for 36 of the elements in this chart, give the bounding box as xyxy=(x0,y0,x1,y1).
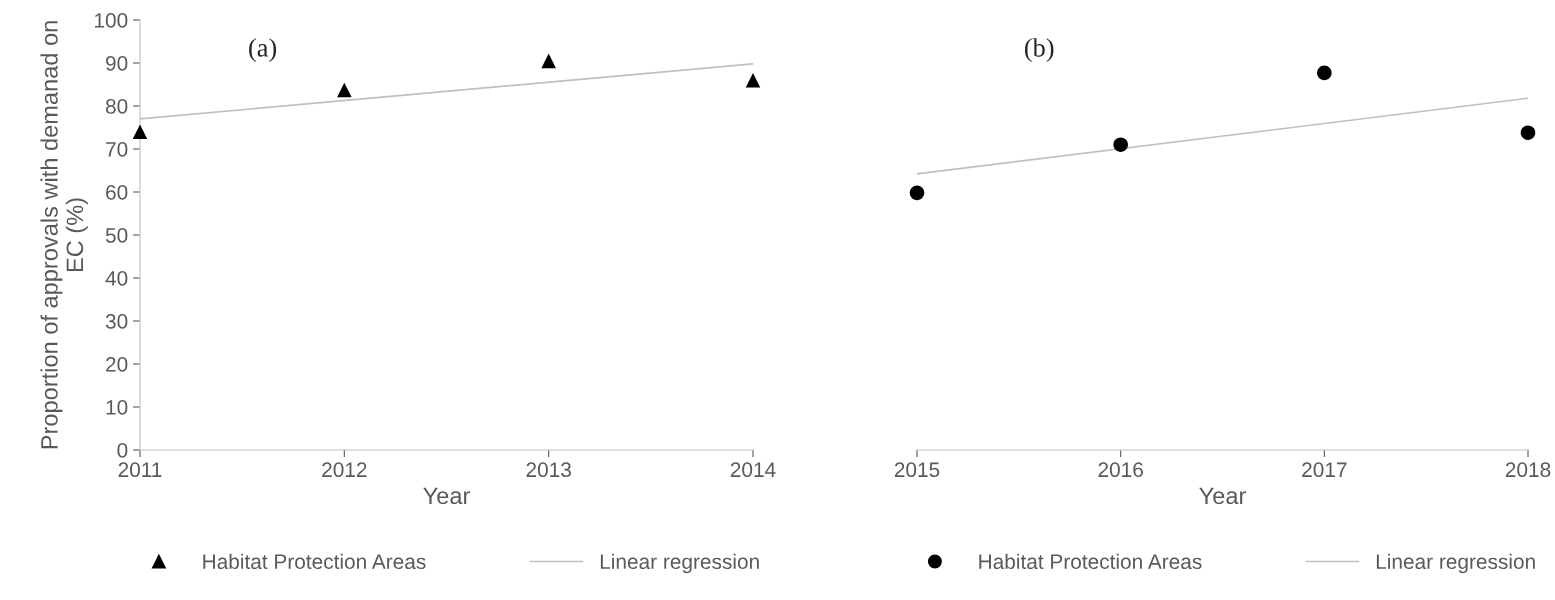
x-tick-label: 2012 xyxy=(322,462,367,478)
annotation: (b) xyxy=(1024,38,1054,63)
x-axis-title: Year xyxy=(423,487,470,505)
point xyxy=(745,72,761,88)
y-tick-label: 30 xyxy=(105,314,128,329)
x-tick-label: 2018 xyxy=(1505,462,1551,478)
point xyxy=(541,53,556,69)
legend-label: Linear regression xyxy=(1376,553,1535,574)
legend-label: Linear regression xyxy=(600,553,759,574)
legend-label: Habitat Protection Areas xyxy=(979,553,1202,570)
point xyxy=(1113,137,1128,152)
y-tick-label: 100 xyxy=(95,13,128,28)
x-tick-label: 2011 xyxy=(118,462,162,478)
legend-label: Habitat Protection Areas xyxy=(203,553,426,570)
point xyxy=(909,185,925,201)
y-tick-label: 60 xyxy=(106,185,128,200)
point xyxy=(1317,65,1332,81)
y-tick-label: 0 xyxy=(117,443,128,458)
y-tick-label: 80 xyxy=(105,99,128,114)
y-tick-label: 50 xyxy=(105,228,128,243)
x-tick-label: 2014 xyxy=(730,462,776,478)
point xyxy=(132,124,148,140)
x-tick-label: 2015 xyxy=(894,462,940,478)
y-tick-label: 90 xyxy=(106,56,128,71)
x-tick-label: 2017 xyxy=(1302,462,1347,478)
point xyxy=(1520,125,1536,140)
point xyxy=(337,82,352,98)
y-tick-label: 10 xyxy=(106,400,128,415)
annotation: (a) xyxy=(249,38,277,63)
y-tick-label: 70 xyxy=(106,142,128,157)
x-axis-title: Year xyxy=(1199,487,1246,505)
y-tick-label: 20 xyxy=(106,357,128,372)
x-tick-label: 2016 xyxy=(1098,462,1143,478)
y-tick-label: 40 xyxy=(105,271,128,286)
y-axis-title: Proportion of approvals with demanad on EC (%) xyxy=(40,21,88,449)
x-tick-label: 2013 xyxy=(526,462,571,478)
